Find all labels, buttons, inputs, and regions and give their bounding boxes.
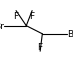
Text: F: F: [38, 42, 43, 51]
Text: F: F: [30, 11, 35, 20]
Text: Br: Br: [0, 22, 4, 31]
Text: Br: Br: [67, 30, 73, 39]
Text: F: F: [14, 11, 19, 20]
